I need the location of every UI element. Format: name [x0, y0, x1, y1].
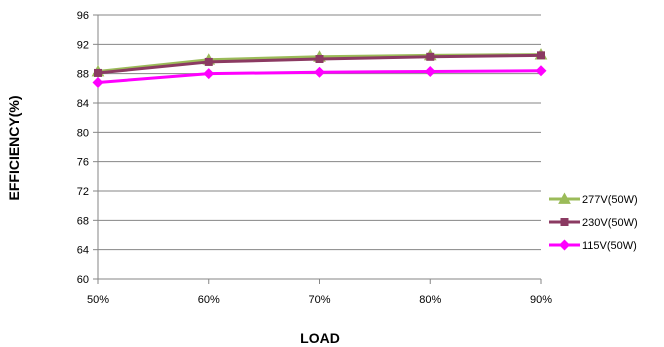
y-tick-label: 88: [77, 69, 89, 81]
series-1: [94, 51, 545, 77]
y-tick-label: 80: [77, 127, 89, 139]
series-2: [92, 65, 547, 88]
y-tick-label: 92: [77, 39, 89, 51]
grid-lines: [98, 14, 541, 251]
y-tick-label: 84: [77, 98, 89, 110]
y-tick-labels: 60 64 68 72 76 80 84 88 92 96: [77, 10, 89, 286]
y-tick-label: 96: [77, 10, 89, 22]
x-tick-labels: 50% 60% 70% 80% 90%: [87, 294, 552, 306]
data-point: [204, 57, 213, 66]
x-tick-label: 50%: [87, 294, 109, 306]
data-point: [315, 55, 324, 63]
legend-entry: 115V(50W): [549, 239, 637, 252]
x-axis-title: LOAD: [300, 330, 340, 346]
legend-marker: [560, 218, 569, 226]
data-point: [426, 52, 435, 61]
y-tick-label: 60: [77, 274, 89, 286]
series-group: [91, 48, 548, 88]
axes: [93, 14, 542, 284]
legend-entry: 277V(50W): [549, 192, 638, 206]
legend-label: 115V(50W): [582, 240, 637, 252]
legend-label: 277V(50W): [582, 194, 638, 206]
y-tick-label: 64: [77, 245, 89, 257]
y-tick-label: 68: [77, 215, 89, 227]
x-tick-label: 80%: [419, 294, 441, 306]
y-axis-title: EFFICIENCY(%): [6, 96, 22, 201]
y-tick-label: 76: [77, 157, 89, 169]
legend-label: 230V(50W): [582, 217, 638, 229]
legend: 277V(50W) 230V(50W) 115V(50W): [549, 192, 638, 252]
x-tick-label: 90%: [530, 294, 552, 306]
legend-marker: [559, 239, 570, 251]
legend-entry: 230V(50W): [549, 217, 638, 229]
data-point: [203, 68, 215, 80]
data-point: [537, 51, 545, 60]
data-point: [535, 65, 547, 77]
x-tick-label: 70%: [308, 294, 330, 306]
data-point: [92, 76, 104, 88]
y-tick-label: 72: [77, 186, 89, 198]
data-point: [424, 65, 436, 77]
legend-marker: [558, 192, 571, 204]
data-point: [314, 66, 325, 78]
data-point: [94, 68, 102, 77]
x-tick-label: 60%: [198, 294, 220, 306]
